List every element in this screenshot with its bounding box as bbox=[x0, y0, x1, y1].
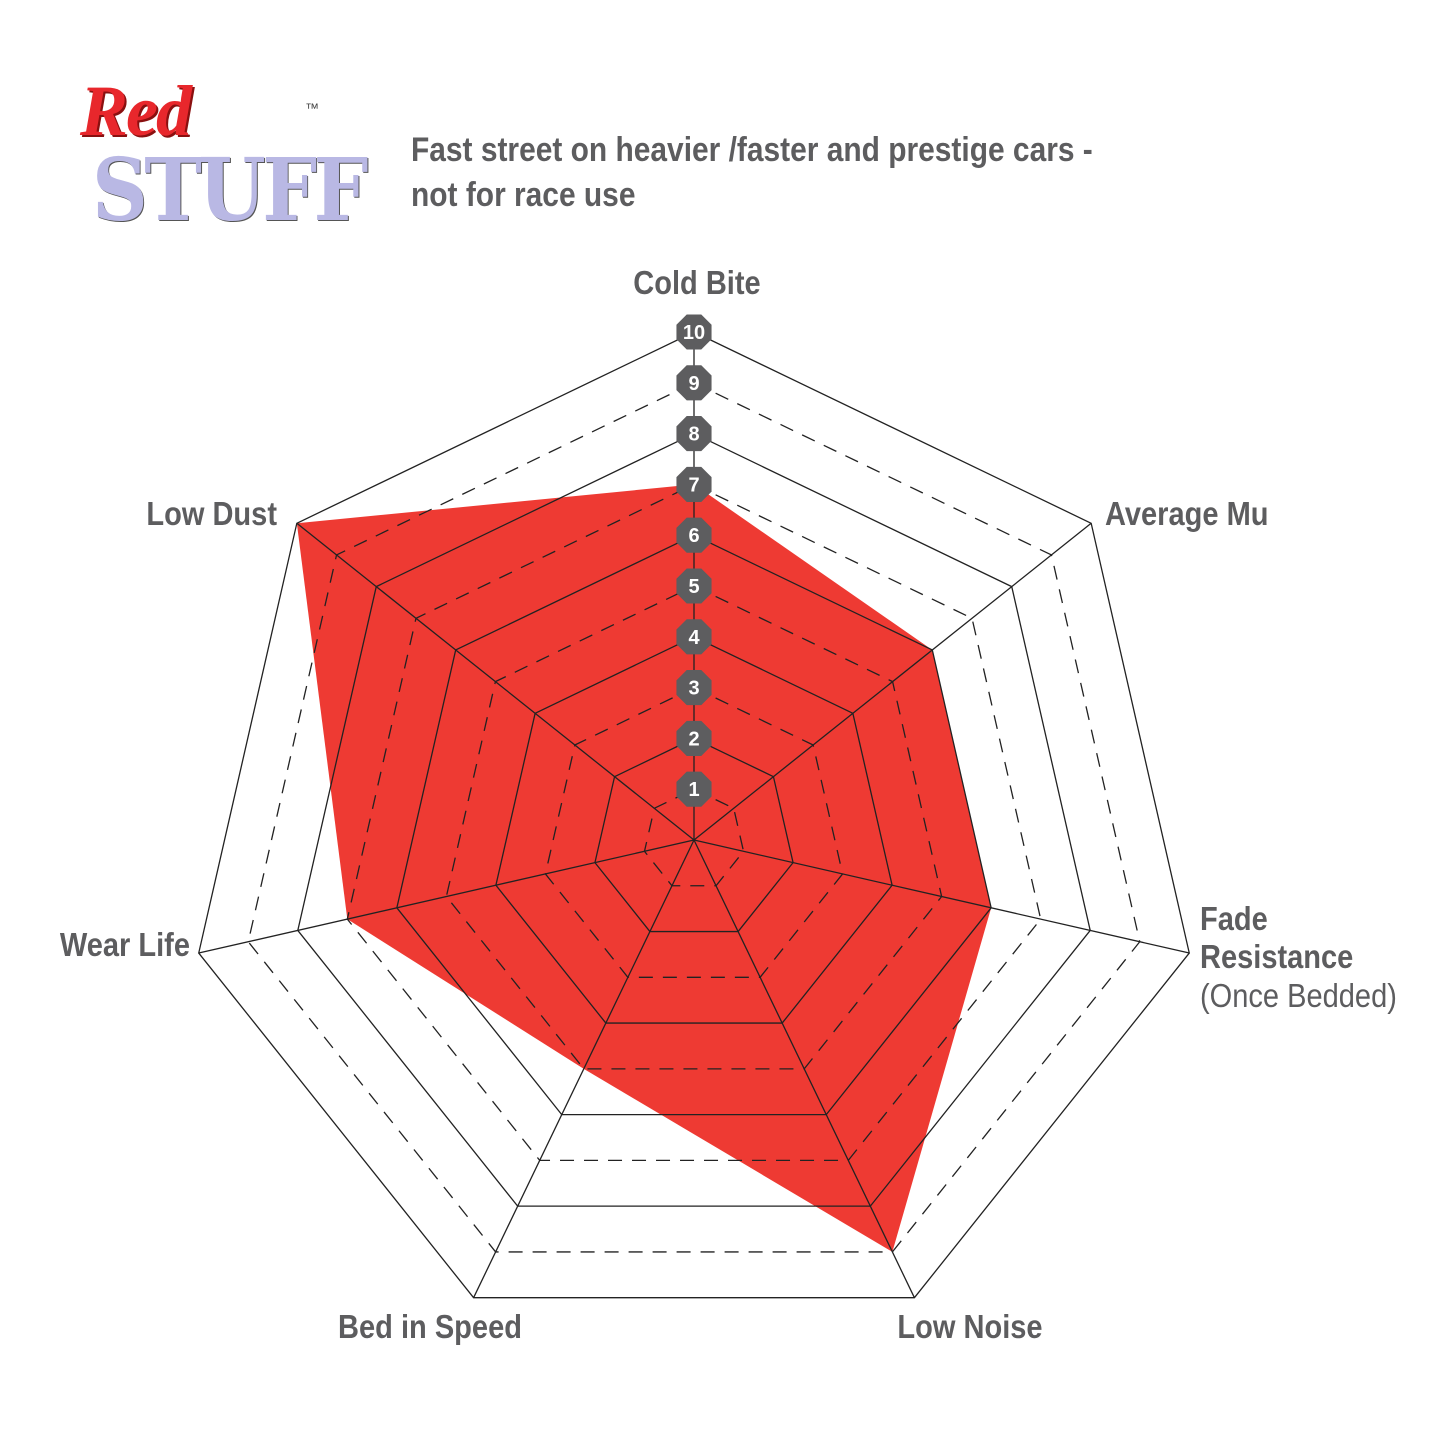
tick-label: 1 bbox=[688, 779, 699, 801]
grid-ring-4 bbox=[495, 636, 893, 1024]
tick-badge bbox=[676, 466, 712, 502]
grid-ring-5 bbox=[445, 585, 943, 1070]
grid-ring-8 bbox=[297, 432, 1091, 1207]
axis-label: Fade Resistance bbox=[1200, 900, 1353, 975]
tick-badge bbox=[676, 568, 712, 604]
axis-label: Wear Life bbox=[60, 926, 190, 963]
logo-stuff-text: STUFF bbox=[92, 140, 368, 241]
tick-label: 8 bbox=[688, 424, 699, 446]
grid-ring-2 bbox=[594, 737, 794, 933]
trademark: ™ bbox=[305, 100, 319, 116]
tick-label: 2 bbox=[688, 728, 699, 750]
grid-ring-10 bbox=[198, 331, 1190, 1299]
axis-spoke bbox=[693, 522, 1092, 841]
tick-badge bbox=[676, 365, 712, 401]
grid-ring-9 bbox=[247, 382, 1141, 1253]
axis-label: Average Mu bbox=[1105, 495, 1269, 532]
tick-badge bbox=[676, 670, 712, 706]
axis-spoke bbox=[693, 839, 915, 1298]
tick-badge bbox=[676, 416, 712, 452]
grid-ring-1 bbox=[643, 788, 745, 887]
grid-ring-3 bbox=[544, 686, 844, 978]
axis-spoke bbox=[693, 839, 1190, 954]
logo-red-text: Red bbox=[80, 71, 192, 151]
tick-label: 3 bbox=[688, 678, 699, 700]
tick-label: 4 bbox=[688, 627, 700, 649]
axis-spoke bbox=[296, 522, 695, 841]
axis-sublabel: (Once Bedded) bbox=[1200, 977, 1397, 1014]
chart-subtitle: Fast street on heavier /faster and prest… bbox=[411, 131, 1093, 214]
tick-badge bbox=[676, 720, 712, 756]
tick-badge bbox=[676, 517, 712, 553]
axis-label: Low Dust bbox=[146, 495, 277, 532]
data-area bbox=[296, 484, 992, 1252]
grid-ring-6 bbox=[396, 534, 992, 1116]
tick-label: 5 bbox=[688, 576, 699, 598]
tick-badge bbox=[676, 771, 712, 807]
red-stuff-logo: Red STUFF ™ bbox=[80, 70, 368, 245]
axis-label: Cold Bite bbox=[633, 264, 760, 301]
tick-label: 7 bbox=[688, 474, 699, 496]
tick-label: 6 bbox=[688, 525, 699, 547]
grid-ring-7 bbox=[346, 483, 1042, 1162]
axis-spoke bbox=[473, 839, 695, 1298]
tick-badge bbox=[676, 619, 712, 655]
axis-spoke bbox=[198, 839, 695, 954]
tick-badge bbox=[676, 314, 712, 350]
tick-label: 10 bbox=[683, 322, 705, 344]
axis-label: Bed in Speed bbox=[338, 1308, 522, 1345]
axis-label: Low Noise bbox=[897, 1308, 1042, 1345]
tick-label: 9 bbox=[688, 373, 699, 395]
